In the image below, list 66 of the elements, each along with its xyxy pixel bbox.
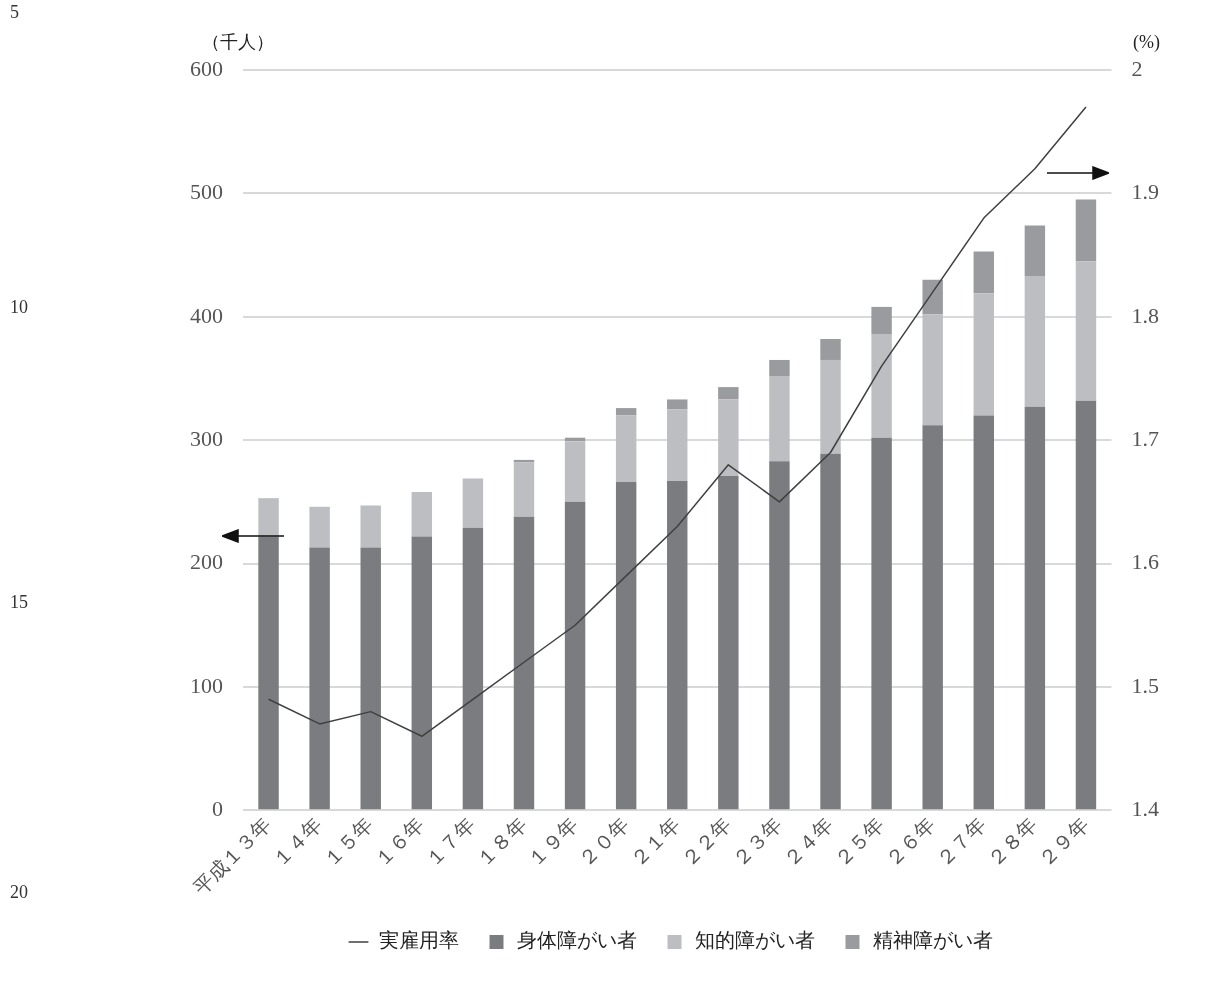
bar — [411, 536, 433, 810]
bar — [1075, 261, 1097, 401]
text: 15 — [10, 592, 28, 613]
bar — [1075, 400, 1097, 810]
bar — [922, 314, 943, 426]
y-tick-label: 500 — [190, 179, 223, 205]
bar — [1024, 225, 1046, 277]
bar — [462, 527, 484, 810]
y2-tick-label: 1.8 — [1131, 302, 1159, 328]
y-tick-label: 400 — [190, 302, 223, 328]
legend-label: 知的障がい者 — [694, 929, 815, 952]
text: 5 — [10, 2, 19, 23]
bar — [667, 409, 688, 481]
bar — [667, 480, 688, 810]
bar — [973, 293, 994, 416]
y2-tick-label: 1.5 — [1131, 672, 1159, 698]
bar — [769, 359, 790, 376]
y2-tick-label: 1.9 — [1131, 179, 1159, 205]
y2-tick-label: 1.7 — [1131, 425, 1159, 451]
bar — [513, 462, 535, 517]
bar — [871, 306, 892, 335]
y-tick-label: 100 — [190, 672, 223, 698]
text: 20 — [10, 882, 28, 903]
bar — [973, 251, 994, 294]
bar — [718, 475, 739, 810]
bar — [360, 505, 381, 548]
y-tick-label: 0 — [212, 796, 223, 822]
bar — [820, 453, 841, 810]
bar — [615, 415, 637, 483]
bar — [1024, 406, 1046, 810]
bar — [615, 408, 637, 416]
bar — [718, 387, 739, 400]
bar — [922, 279, 943, 315]
bar — [871, 437, 892, 810]
bar — [309, 506, 330, 548]
bar — [769, 376, 790, 462]
y2-tick-label: 2 — [1131, 55, 1143, 81]
bar — [1075, 199, 1097, 262]
legend-label: 精神障がい者 — [872, 929, 993, 952]
bar — [309, 547, 330, 810]
y-axis-title: （千人） — [202, 31, 274, 52]
legend-label: 実雇用率 — [378, 929, 459, 952]
y-tick-label: 200 — [190, 549, 223, 575]
bar — [820, 359, 841, 454]
y2-tick-label: 1.6 — [1131, 549, 1159, 575]
y-tick-label: 600 — [190, 55, 223, 81]
bar — [820, 338, 841, 360]
bar — [667, 399, 688, 410]
bar — [871, 334, 892, 438]
bar — [718, 399, 739, 476]
bar — [411, 491, 433, 537]
bar — [360, 547, 381, 810]
y2-tick-label: 1.4 — [1131, 796, 1159, 822]
bar — [564, 501, 586, 810]
legend-label: 身体障がい者 — [516, 929, 637, 952]
y2-axis-title: (%) — [1133, 31, 1160, 53]
bar — [973, 415, 994, 810]
bar — [1024, 276, 1046, 407]
y-tick-label: 300 — [190, 425, 223, 451]
bar — [769, 461, 790, 810]
bar — [462, 478, 484, 528]
bar — [922, 425, 943, 810]
bar — [513, 516, 535, 810]
bar — [615, 482, 637, 810]
text: 10 — [10, 297, 28, 318]
bar — [564, 441, 586, 502]
